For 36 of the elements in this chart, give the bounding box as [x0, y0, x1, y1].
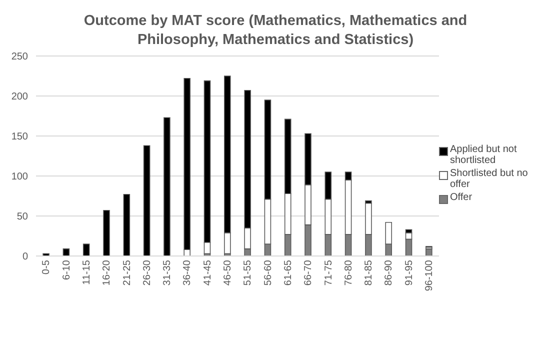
chart-title: Outcome by MAT score (Mathematics, Mathematics and Philosophy, Mathematics and Statistics): [82, 12, 468, 50]
y-tick-label: 100: [11, 172, 28, 183]
x-tick-label: 71-75: [323, 260, 334, 286]
legend-label: Applied but not shortlisted: [450, 144, 518, 166]
x-tick-label: 21-25: [122, 260, 133, 286]
x-tick-label: 41-45: [202, 260, 214, 286]
x-tick-label: 0-5: [41, 260, 52, 274]
x-tick-label: 66-70: [303, 260, 314, 286]
x-tick-label: 81-85: [364, 260, 375, 286]
y-tick-label: 50: [16, 212, 28, 223]
bar: [143, 145, 150, 256]
y-tick-label: 250: [11, 52, 28, 63]
x-tick-label: 96-100: [424, 260, 436, 292]
bar: [82, 244, 90, 256]
legend-label: Offer: [450, 192, 472, 203]
y-tick-label: 150: [11, 132, 28, 143]
x-tick-label: 46-50: [222, 260, 234, 286]
legend-label: Shortlisted but no offer: [450, 168, 529, 190]
x-tick-label: 51-55: [242, 260, 254, 286]
x-tick-label: 31-35: [162, 260, 174, 286]
x-tick-label: 36-40: [182, 260, 194, 286]
y-tick-label: 0: [22, 252, 28, 263]
x-tick-label: 76-80: [343, 260, 354, 286]
bar: [42, 253, 50, 256]
x-tick-label: 61-65: [282, 260, 294, 286]
bar: [164, 117, 170, 256]
x-tick-label: 6-10: [61, 260, 72, 280]
x-tick-label: 11-15: [81, 260, 92, 285]
x-tick-label: 16-20: [102, 260, 113, 286]
bar: [103, 210, 110, 256]
bar: [123, 194, 130, 256]
x-tick-label: 91-95: [404, 260, 415, 286]
x-tick-label: 56-60: [262, 260, 274, 286]
y-tick-label: 200: [11, 92, 28, 103]
x-tick-label: 26-30: [142, 260, 153, 286]
x-tick-label: 86-90: [384, 260, 395, 286]
